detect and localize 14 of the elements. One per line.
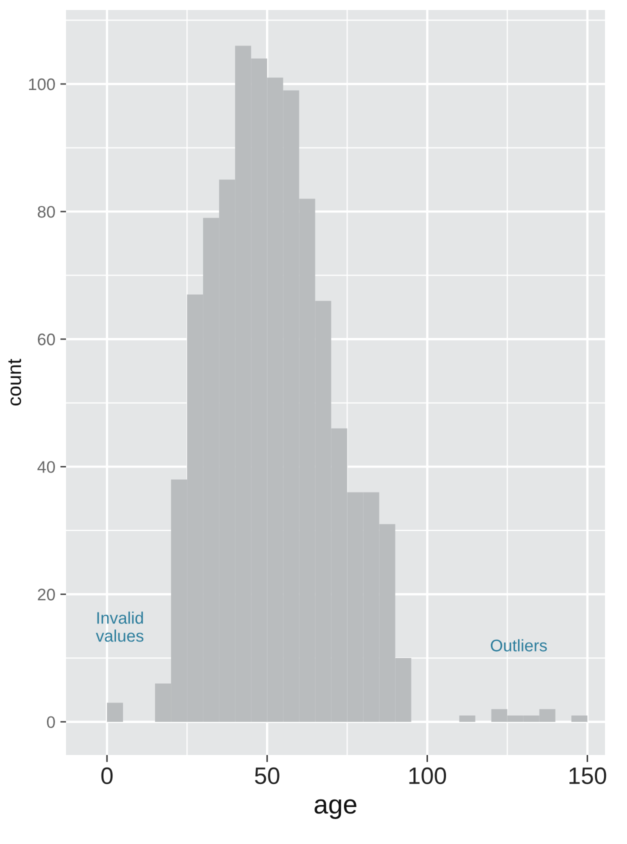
annotation: Outliers: [490, 639, 547, 652]
y-tick-label: 20: [38, 588, 55, 600]
x-tick-label: 100: [409, 767, 446, 784]
y-tick-label: 60: [38, 334, 55, 346]
x-tick-label: 0: [101, 767, 113, 784]
y-tick-label: 100: [29, 78, 55, 90]
y-tick-label: 80: [38, 206, 55, 218]
x-tick-label: 150: [569, 767, 606, 784]
y-tick-label: 40: [37, 461, 55, 473]
x-tick-label: 50: [254, 767, 280, 784]
y-tick-label: 0: [46, 716, 55, 728]
x-axis-title: age: [314, 799, 356, 819]
y-axis-title: count: [8, 358, 22, 406]
annotation: Invalid values: [96, 612, 144, 642]
